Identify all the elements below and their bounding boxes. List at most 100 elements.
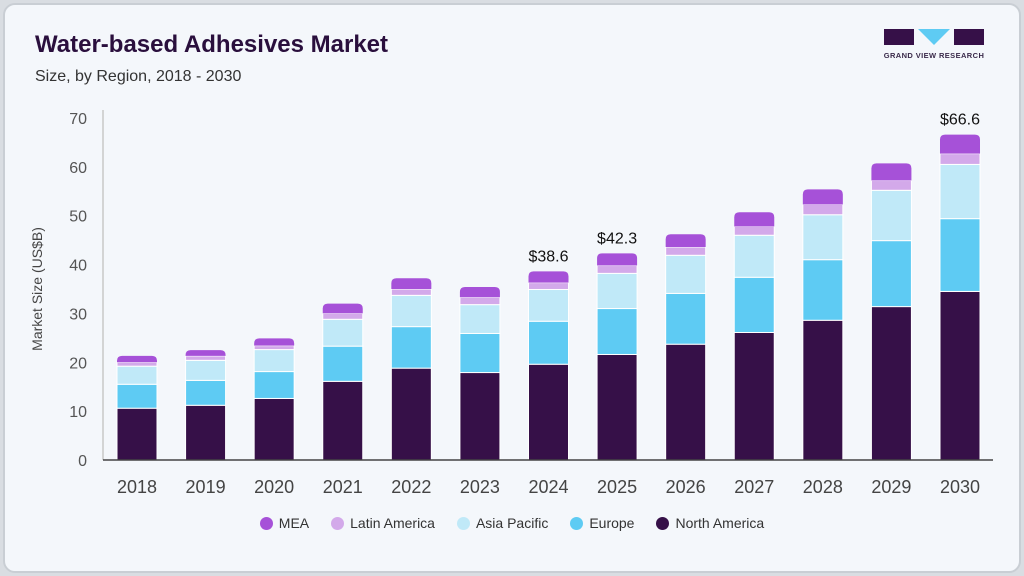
bar-segment-mea <box>391 278 432 289</box>
bar-segment-latin-america <box>939 153 981 165</box>
bar-segment-north-america <box>665 343 707 461</box>
bar-segment-europe <box>870 240 912 308</box>
bar-segment-mea <box>254 338 295 346</box>
bar-segment-asia-pacific <box>733 234 775 278</box>
bar-segment-mea <box>185 350 226 356</box>
logo-text: GRAND VIEW RESEARCH <box>883 51 985 60</box>
bar-segment-asia-pacific <box>802 214 844 261</box>
y-tick-label: 50 <box>69 209 87 226</box>
legend-swatch-icon <box>331 516 345 530</box>
logo-mark-icon <box>884 29 984 45</box>
bar-segment-north-america <box>116 407 158 461</box>
bar-segment-latin-america <box>459 296 501 306</box>
bar-segment-north-america <box>733 331 775 461</box>
bar-segment-mea <box>871 163 912 181</box>
y-tick-label: 20 <box>69 355 87 372</box>
bar-segment-north-america <box>185 404 227 461</box>
bar-segment-mea <box>528 271 569 283</box>
grand-view-research-logo: GRAND VIEW RESEARCH <box>882 27 986 63</box>
bar-segment-latin-america <box>802 203 844 216</box>
bar-segment-mea <box>802 189 843 205</box>
x-tick-label: 2019 <box>186 477 226 497</box>
bar-segment-asia-pacific <box>459 304 501 334</box>
bar-segment-latin-america <box>116 361 158 367</box>
bar-segment-north-america <box>528 363 569 461</box>
bar-segment-latin-america <box>390 288 432 296</box>
legend-label: MEA <box>278 515 310 531</box>
y-tick-label: 0 <box>78 453 87 470</box>
x-tick-label: 2026 <box>666 477 706 497</box>
bar-segment-asia-pacific <box>665 254 707 294</box>
bar-segment-mea <box>665 234 706 247</box>
bar-segment-asia-pacific <box>596 272 638 310</box>
bar-segment-north-america <box>870 306 912 461</box>
bar-segment-europe <box>528 320 569 365</box>
x-tick-label: 2022 <box>391 477 431 497</box>
x-tick-label: 2027 <box>734 477 774 497</box>
bar-segment-north-america <box>802 319 844 461</box>
legend-swatch-icon <box>656 516 670 530</box>
bar-segment-europe <box>802 259 844 321</box>
bar-segment-latin-america <box>665 246 707 256</box>
bar-segment-europe <box>253 371 295 399</box>
legend-item-europe: Europe <box>570 515 634 531</box>
chart-card: Water-based Adhesives Market Size, by Re… <box>3 3 1021 573</box>
x-tick-label: 2029 <box>871 477 911 497</box>
x-tick-label: 2030 <box>940 477 980 497</box>
bar-segment-mea <box>597 253 638 266</box>
legend-swatch-icon <box>570 516 584 530</box>
data-label: $66.6 <box>940 112 980 129</box>
legend-item-north-america: North America <box>656 515 764 531</box>
bar-segment-europe <box>116 383 158 409</box>
legend-swatch-icon <box>456 516 470 530</box>
x-tick-label: 2023 <box>460 477 500 497</box>
bar-segment-mea <box>322 303 363 314</box>
bar-segment-mea <box>117 355 157 363</box>
data-label: $42.3 <box>597 230 637 247</box>
y-axis-label: Market Size (US$B) <box>29 227 45 351</box>
bar-segment-asia-pacific <box>528 288 569 322</box>
legend-label: Latin America <box>350 515 435 531</box>
bar-segment-north-america <box>459 372 501 461</box>
bar-segment-north-america <box>253 397 295 461</box>
bar-segment-asia-pacific <box>185 359 227 381</box>
bar-segment-asia-pacific <box>870 189 912 242</box>
bar-segment-mea <box>734 212 775 227</box>
bar-segment-europe <box>185 379 227 406</box>
y-tick-label: 40 <box>69 258 87 275</box>
bar-segment-europe <box>596 308 638 355</box>
bar-segment-north-america <box>939 290 981 461</box>
chart-title: Water-based Adhesives Market <box>35 31 389 58</box>
bar-segment-north-america <box>322 380 364 461</box>
legend: MEA Latin America Asia Pacific Europe North … <box>0 515 1024 531</box>
y-tick-label: 30 <box>69 306 87 323</box>
bar-segment-latin-america <box>733 225 775 236</box>
legend-item-asia-pacific: Asia Pacific <box>456 515 549 531</box>
bar-segment-latin-america <box>870 180 912 191</box>
bar-segment-europe <box>390 326 432 369</box>
bar-segment-europe <box>665 292 707 345</box>
bar-segment-asia-pacific <box>116 365 158 385</box>
legend-label: Asia Pacific <box>475 515 549 531</box>
bar-segment-europe <box>939 218 981 292</box>
bar-segment-asia-pacific <box>253 349 295 373</box>
x-tick-label: 2028 <box>803 477 843 497</box>
y-tick-label: 60 <box>69 160 87 177</box>
bar-segment-mea <box>940 134 980 154</box>
bar-segment-asia-pacific <box>322 318 364 347</box>
y-tick-label: 70 <box>69 111 87 128</box>
bar-segment-europe <box>322 345 364 382</box>
chart-subtitle: Size, by Region, 2018 - 2030 <box>35 68 242 85</box>
bar-segment-asia-pacific <box>390 294 432 328</box>
y-tick-label: 10 <box>69 404 87 421</box>
bar-segment-latin-america <box>253 345 295 351</box>
bar-segment-north-america <box>390 367 432 461</box>
x-tick-label: 2020 <box>254 477 294 497</box>
bar-segment-latin-america <box>528 282 569 290</box>
legend-swatch-icon <box>259 516 273 530</box>
x-tick-label: 2018 <box>117 477 157 497</box>
bar-segment-asia-pacific <box>939 163 981 220</box>
bar-segment-north-america <box>596 353 638 461</box>
legend-label: North America <box>675 515 765 531</box>
